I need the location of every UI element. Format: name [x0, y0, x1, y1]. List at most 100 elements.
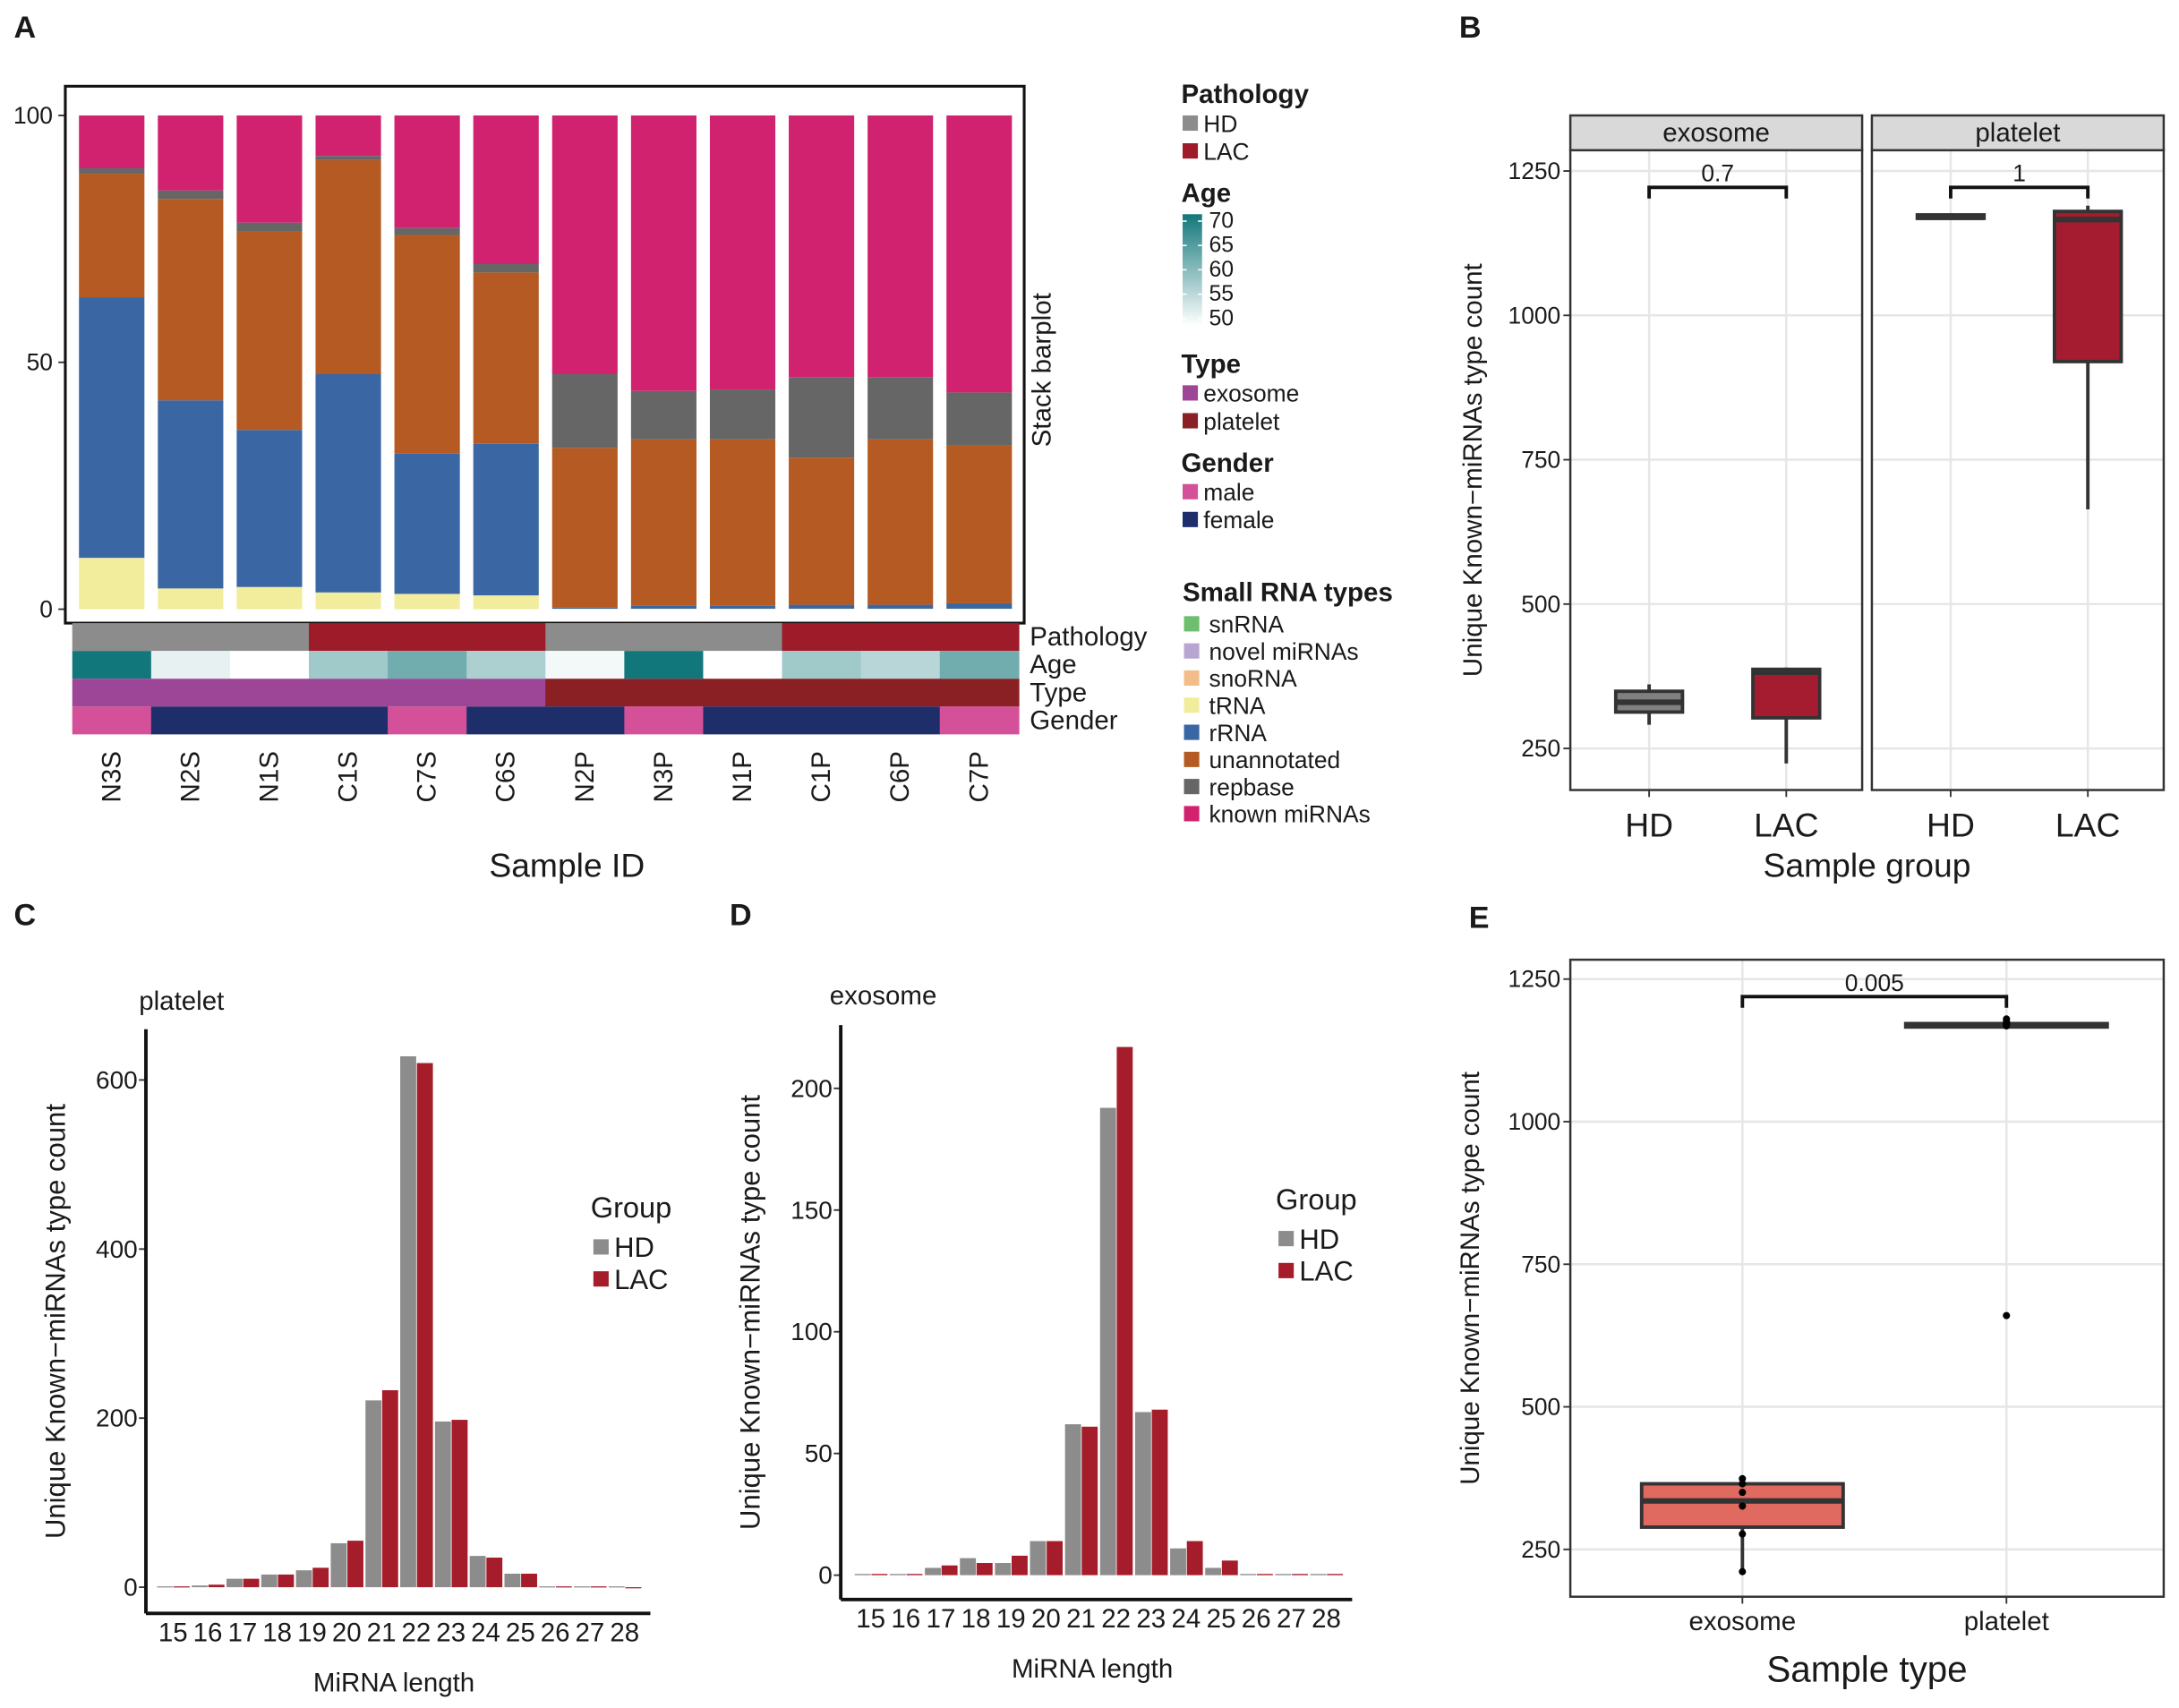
legend-swatch	[1183, 670, 1200, 686]
y-tick-label: 500	[1521, 591, 1560, 618]
bar-segment	[394, 115, 460, 228]
y-tick-label: 750	[1521, 1251, 1560, 1277]
x-tick-label: C6S	[491, 751, 521, 802]
y-tick-label: 250	[1521, 1536, 1560, 1563]
x-tick-label: HD	[1927, 806, 1975, 843]
x-axis-label: MiRNA length	[1012, 1654, 1173, 1684]
bar	[941, 1565, 958, 1576]
x-tick-label: 27	[576, 1618, 605, 1648]
x-tick-label: N2S	[175, 751, 205, 802]
y-tick-label: 100	[13, 102, 53, 129]
p-value: 1	[2012, 160, 2026, 187]
legend-label: known miRNAs	[1209, 801, 1370, 828]
x-tick-label: C6P	[885, 751, 915, 802]
y-tick-label: 100	[790, 1318, 833, 1345]
legend-label: male	[1203, 479, 1254, 506]
legend-swatch	[1183, 385, 1199, 401]
legend-colorbar	[1183, 214, 1202, 326]
bar	[330, 1542, 347, 1588]
point	[1739, 1530, 1747, 1538]
annotation-cell	[545, 679, 626, 707]
legend-label: unannotated	[1209, 747, 1340, 773]
x-tick-label: 28	[1312, 1604, 1341, 1634]
bar	[854, 1574, 871, 1576]
facet-strip	[1568, 114, 1864, 152]
bar-segment	[551, 607, 618, 609]
bar	[1292, 1574, 1308, 1576]
y-tick-label: 1250	[1508, 158, 1561, 184]
bar-segment	[946, 115, 1013, 393]
annotation-cell	[150, 679, 231, 707]
bar	[995, 1563, 1012, 1576]
bar	[1064, 1424, 1081, 1576]
legend-swatch	[593, 1271, 609, 1287]
bar-segment	[236, 586, 303, 610]
bar	[312, 1567, 329, 1588]
bar	[871, 1574, 888, 1576]
bar-segment	[315, 115, 381, 157]
point	[2003, 1311, 2011, 1319]
y-tick-label: 1000	[1508, 302, 1561, 329]
x-tick-label: 17	[927, 1604, 956, 1634]
legend-label: snoRNA	[1209, 665, 1297, 692]
panel-letter: D	[730, 898, 752, 932]
x-tick-label: 25	[1207, 1604, 1236, 1634]
annotation-cell	[388, 706, 467, 735]
annotation-cell	[782, 706, 862, 735]
bar	[1012, 1555, 1028, 1576]
x-tick-label: N3P	[649, 751, 679, 802]
annotation-cell	[229, 623, 310, 652]
y-tick-label: 0	[39, 596, 53, 623]
point	[1739, 1567, 1747, 1576]
x-tick-label: 21	[1066, 1604, 1096, 1634]
legend-swatch	[1183, 511, 1199, 527]
bar	[1327, 1574, 1344, 1576]
x-tick-label: 15	[856, 1604, 885, 1634]
bar-segment	[709, 608, 776, 610]
legend-label: HD	[1299, 1224, 1339, 1255]
annotation-cell	[939, 623, 1020, 652]
point	[2003, 1021, 2011, 1030]
bar-segment	[867, 604, 934, 609]
bar-segment	[867, 608, 934, 610]
bar-segment	[315, 159, 381, 374]
legend-label: exosome	[1203, 380, 1299, 407]
legend-swatch	[1183, 724, 1200, 740]
x-tick-label: C7P	[964, 751, 994, 802]
bar-segment	[79, 115, 145, 168]
legend-label: female	[1203, 507, 1274, 534]
colorbar-label: 50	[1209, 306, 1234, 330]
bar-segment	[158, 199, 224, 401]
bar	[1047, 1541, 1064, 1576]
y-tick-label: 1000	[1508, 1108, 1561, 1135]
annotation-cell	[703, 706, 783, 735]
bar	[1170, 1548, 1186, 1576]
y-tick-label: 150	[790, 1196, 833, 1224]
x-tick-label: 17	[227, 1618, 257, 1648]
annotation-cell	[150, 651, 231, 679]
annotation-cell	[388, 623, 467, 652]
bar-segment	[946, 445, 1013, 603]
legend-swatch	[1183, 616, 1200, 632]
annotation-cell	[782, 651, 862, 679]
bar	[539, 1586, 556, 1588]
x-tick-label: 15	[158, 1618, 188, 1648]
bar-segment	[158, 115, 224, 191]
bar-segment	[473, 595, 539, 610]
annotation-cell	[545, 623, 626, 652]
annotation-cell	[308, 651, 389, 679]
y-tick-label: 1250	[1508, 966, 1561, 993]
bar	[1116, 1046, 1133, 1576]
annotation-cell	[466, 651, 547, 679]
legend-label: LAC	[614, 1264, 668, 1295]
box	[1751, 667, 1822, 720]
panel-letter: B	[1459, 11, 1482, 45]
legend-label: tRNA	[1209, 693, 1265, 720]
legend-swatch	[1183, 751, 1200, 767]
bar-segment	[236, 231, 303, 431]
significance-bracket	[1740, 995, 2009, 1008]
y-tick-label: 600	[96, 1066, 138, 1094]
x-tick-label: 22	[402, 1618, 432, 1648]
legend-swatch	[1278, 1262, 1295, 1278]
x-tick-label: 25	[506, 1618, 535, 1648]
